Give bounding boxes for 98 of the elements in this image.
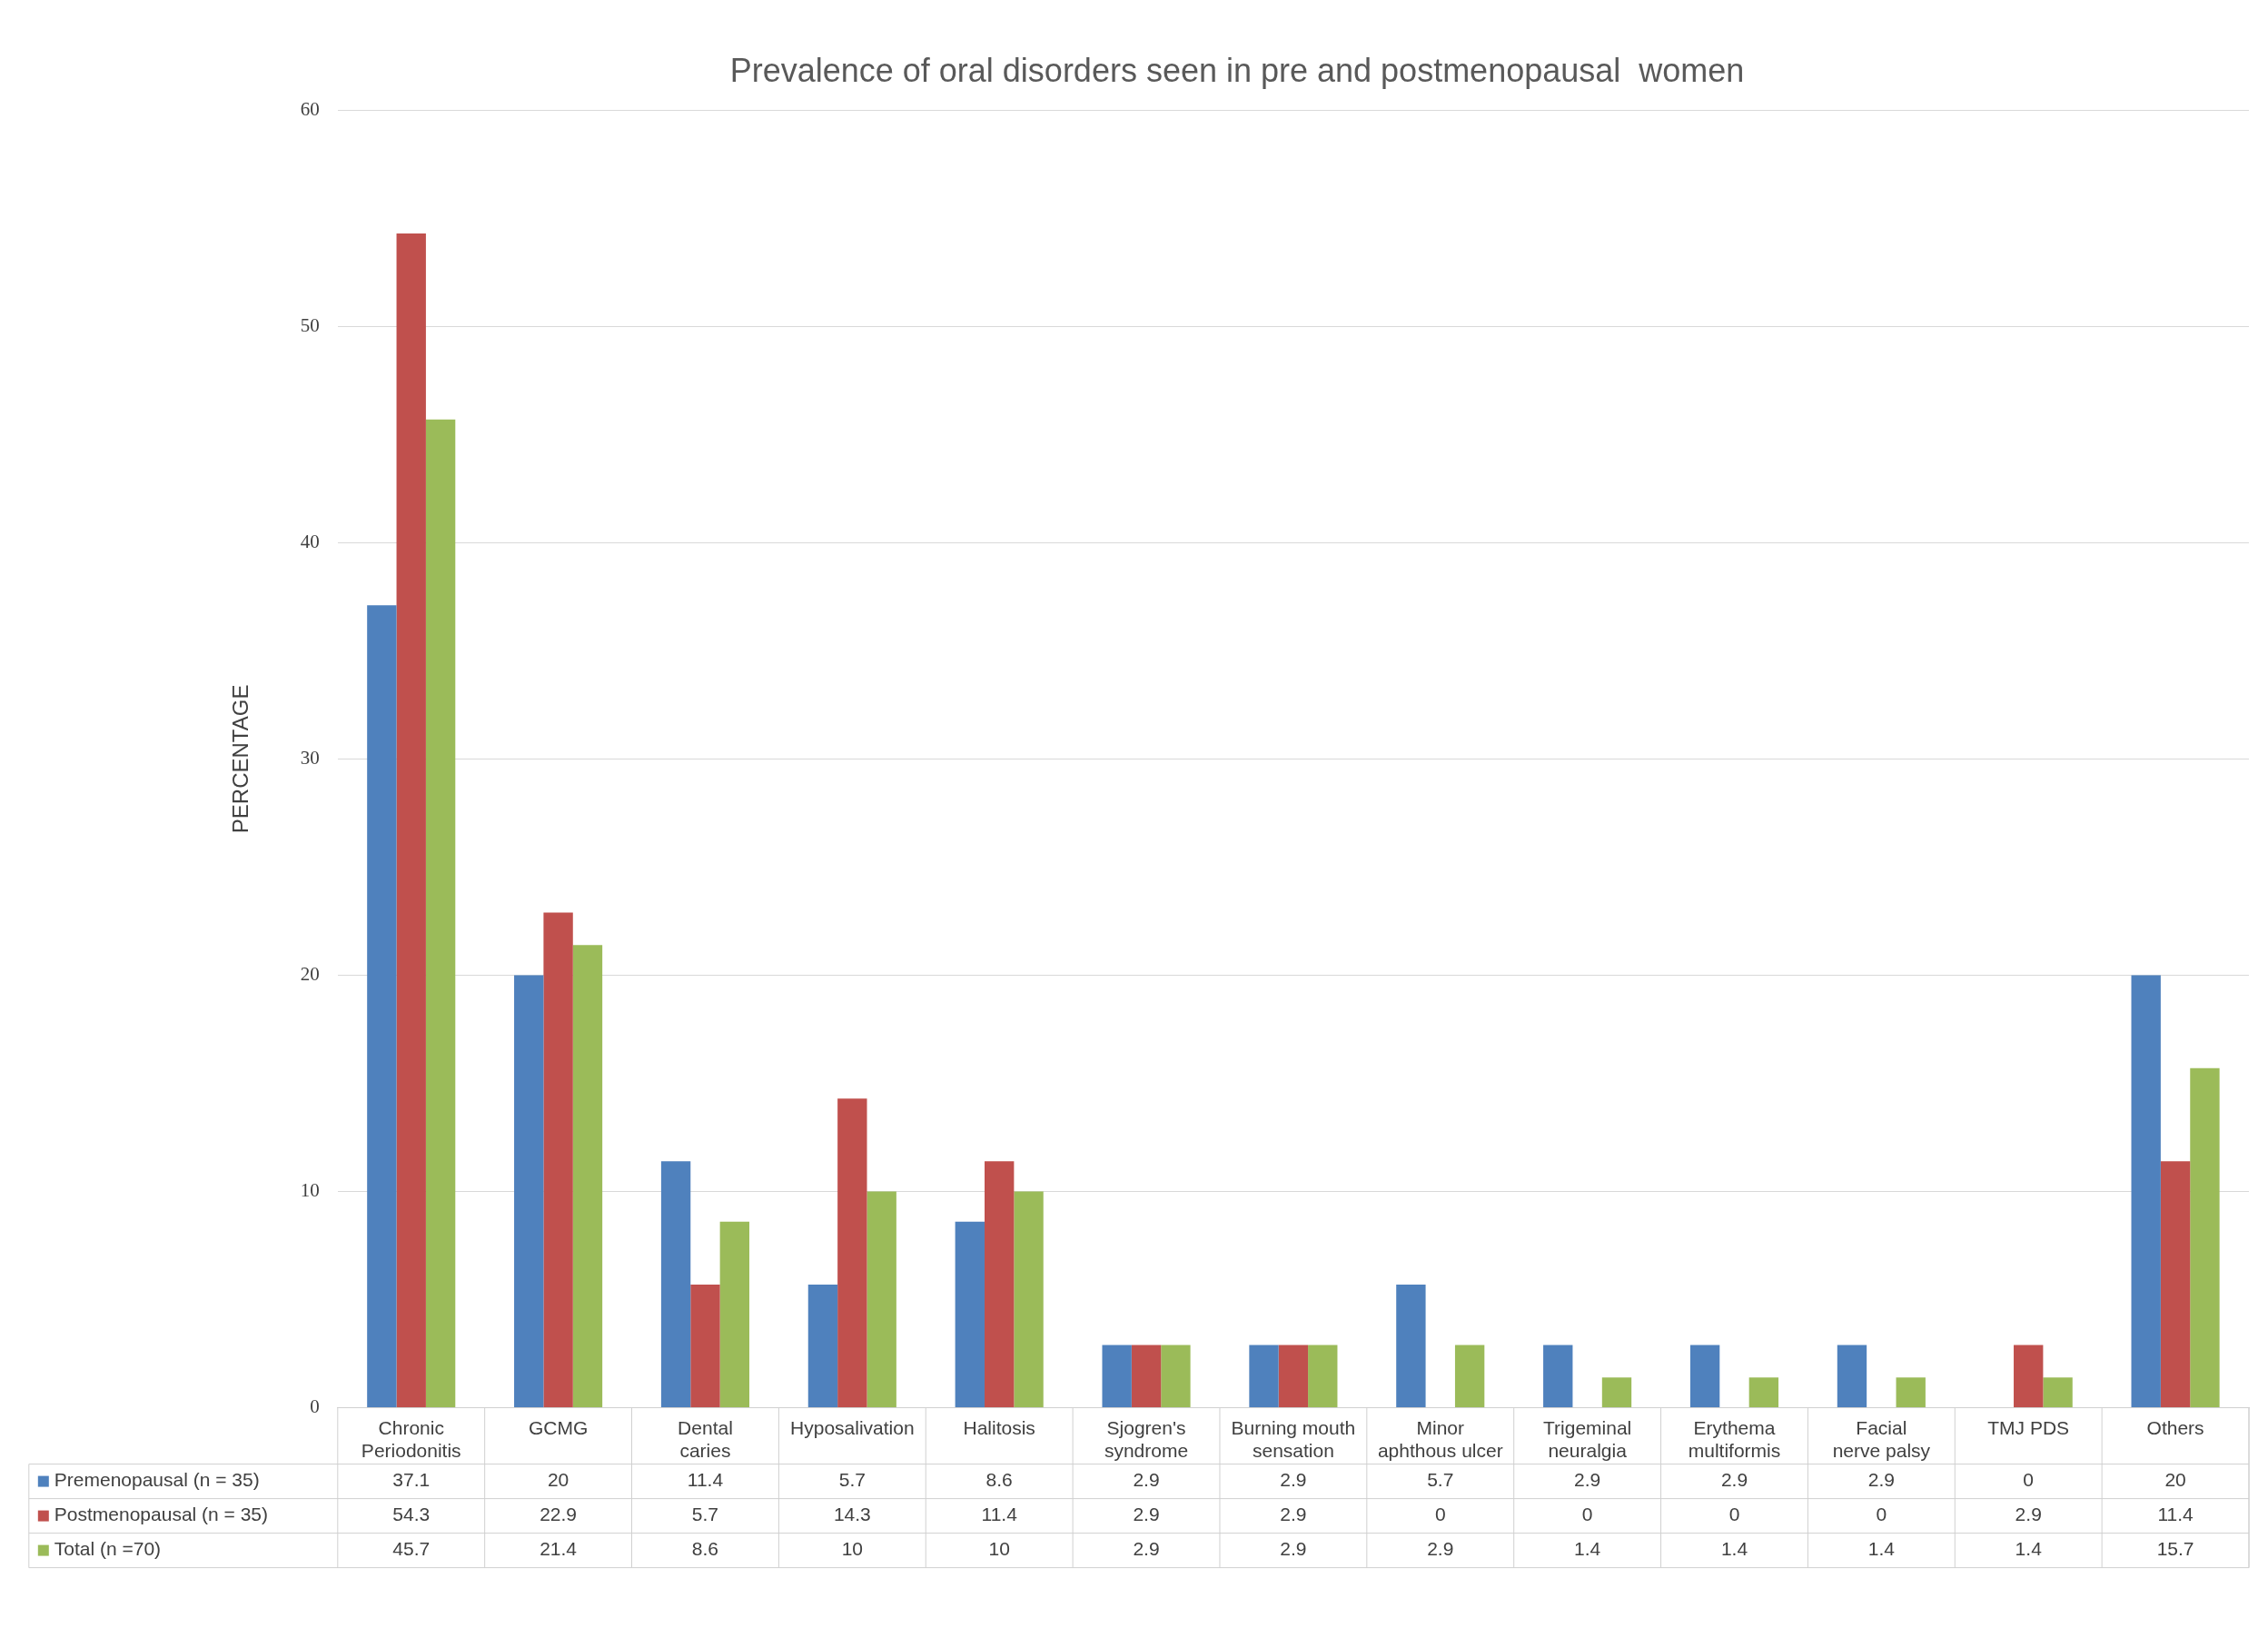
y-tick-label: 20: [300, 962, 320, 985]
bar: [1543, 1345, 1573, 1408]
bar: [837, 1098, 867, 1408]
data-label: 2.9: [1133, 1504, 1160, 1525]
data-label: 37.1: [392, 1469, 431, 1491]
legend-label: Total (n =70): [54, 1538, 162, 1560]
x-tick-label: Hyposalivation: [790, 1417, 915, 1438]
bar: [984, 1161, 1015, 1408]
bar: [2160, 1161, 2191, 1408]
data-label: 45.7: [392, 1538, 431, 1560]
bar: [1131, 1345, 1162, 1408]
bar: [1161, 1345, 1191, 1408]
bar: [867, 1191, 896, 1408]
data-label: 2.9: [1427, 1538, 1454, 1560]
data-label: 15.7: [2156, 1538, 2194, 1560]
data-label: 2.9: [1280, 1504, 1307, 1525]
data-label: 5.7: [1427, 1469, 1454, 1491]
data-label: 10: [988, 1538, 1010, 1560]
bar: [1837, 1345, 1867, 1408]
y-tick-label: 30: [300, 746, 320, 769]
bar: [2043, 1377, 2073, 1408]
chart-title: Prevalence of oral disorders seen in pre and postmenopausal women: [729, 51, 1745, 89]
y-tick-label: 10: [300, 1179, 320, 1202]
x-tick-label: Burning mouth sensation: [1231, 1417, 1356, 1462]
bar: [1689, 1345, 1720, 1408]
legend-label: Premenopausal (n = 35): [54, 1469, 260, 1491]
x-tick-label: Dental caries: [678, 1417, 733, 1462]
bar: [1454, 1345, 1485, 1408]
data-label: 2.9: [1867, 1469, 1895, 1491]
data-label: 20: [2164, 1469, 2186, 1491]
bar: [1896, 1377, 1926, 1408]
data-label: 8.6: [985, 1469, 1013, 1491]
bar: [690, 1284, 720, 1408]
x-tick-label: GCMG: [528, 1417, 589, 1438]
data-label: 54.3: [392, 1504, 431, 1525]
bar: [719, 1221, 750, 1408]
data-label: 5.7: [691, 1504, 719, 1525]
bar: [543, 912, 573, 1408]
bar: [2131, 975, 2161, 1408]
data-label: 0: [2023, 1469, 2035, 1491]
y-tick-label: 60: [300, 97, 320, 120]
x-tick-label: Halitosis: [963, 1417, 1035, 1438]
bar: [2190, 1067, 2220, 1408]
x-tick-label: TMJ PDS: [1987, 1417, 2070, 1438]
bar: [1249, 1345, 1279, 1408]
data-label: 2.9: [1280, 1469, 1307, 1491]
bar: [396, 233, 426, 1408]
x-tick-label: Others: [2146, 1417, 2204, 1438]
data-label: 2.9: [2015, 1504, 2042, 1525]
data-label: 1.4: [2015, 1538, 2043, 1560]
data-label: 2.9: [1133, 1538, 1160, 1560]
bar: [1278, 1345, 1309, 1408]
data-label: 1.4: [1867, 1538, 1896, 1560]
data-label: 20: [547, 1469, 569, 1491]
data-label: 2.9: [1720, 1469, 1748, 1491]
data-label: 2.9: [1574, 1469, 1601, 1491]
data-label: 0: [1728, 1504, 1740, 1525]
bar: [425, 419, 456, 1408]
legend-label: Postmenopausal (n = 35): [54, 1504, 269, 1525]
x-tick-label: Erythema multiformis: [1688, 1417, 1781, 1462]
data-label: 0: [1876, 1504, 1887, 1525]
bar: [1014, 1191, 1044, 1408]
y-axis-title: PERCENTAGE: [228, 684, 253, 834]
x-tick-label: Chronic Periodonitis: [361, 1417, 461, 1462]
data-label: 1.4: [1720, 1538, 1748, 1560]
x-tick-label: Facial nerve palsy: [1832, 1417, 1931, 1462]
data-label: 2.9: [1133, 1469, 1160, 1491]
bar: [2014, 1345, 2044, 1408]
data-label: 2.9: [1280, 1538, 1307, 1560]
bar: [1308, 1345, 1338, 1408]
data-label: 11.4: [981, 1504, 1018, 1525]
data-label: 5.7: [838, 1469, 866, 1491]
x-tick-label: Minor aphthous ulcer: [1377, 1417, 1503, 1462]
x-tick-label: Trigeminal neuralgia: [1543, 1417, 1632, 1462]
data-label: 0: [1581, 1504, 1593, 1525]
data-label: 8.6: [691, 1538, 719, 1560]
bar: [1102, 1345, 1132, 1408]
y-tick-label: 0: [310, 1395, 320, 1418]
data-label: 14.3: [833, 1504, 871, 1525]
bar: [1396, 1284, 1426, 1408]
data-label: 1.4: [1574, 1538, 1601, 1560]
bar: [660, 1161, 691, 1408]
y-tick-label: 50: [300, 313, 320, 336]
data-label: 11.4: [2157, 1504, 2194, 1525]
y-tick-label: 40: [300, 530, 320, 552]
bar: [367, 605, 397, 1408]
bar: [572, 945, 603, 1408]
data-label: 0: [1434, 1504, 1446, 1525]
data-label: 21.4: [540, 1538, 578, 1560]
data-label: 11.4: [687, 1469, 724, 1491]
x-tick-label: Sjogren's syndrome: [1104, 1417, 1189, 1462]
bar: [955, 1221, 985, 1408]
bar: [514, 975, 544, 1408]
bar: [1601, 1377, 1632, 1408]
bar: [807, 1284, 838, 1408]
data-label: 22.9: [540, 1504, 578, 1525]
bar: [1748, 1377, 1779, 1408]
data-label: 10: [841, 1538, 863, 1560]
